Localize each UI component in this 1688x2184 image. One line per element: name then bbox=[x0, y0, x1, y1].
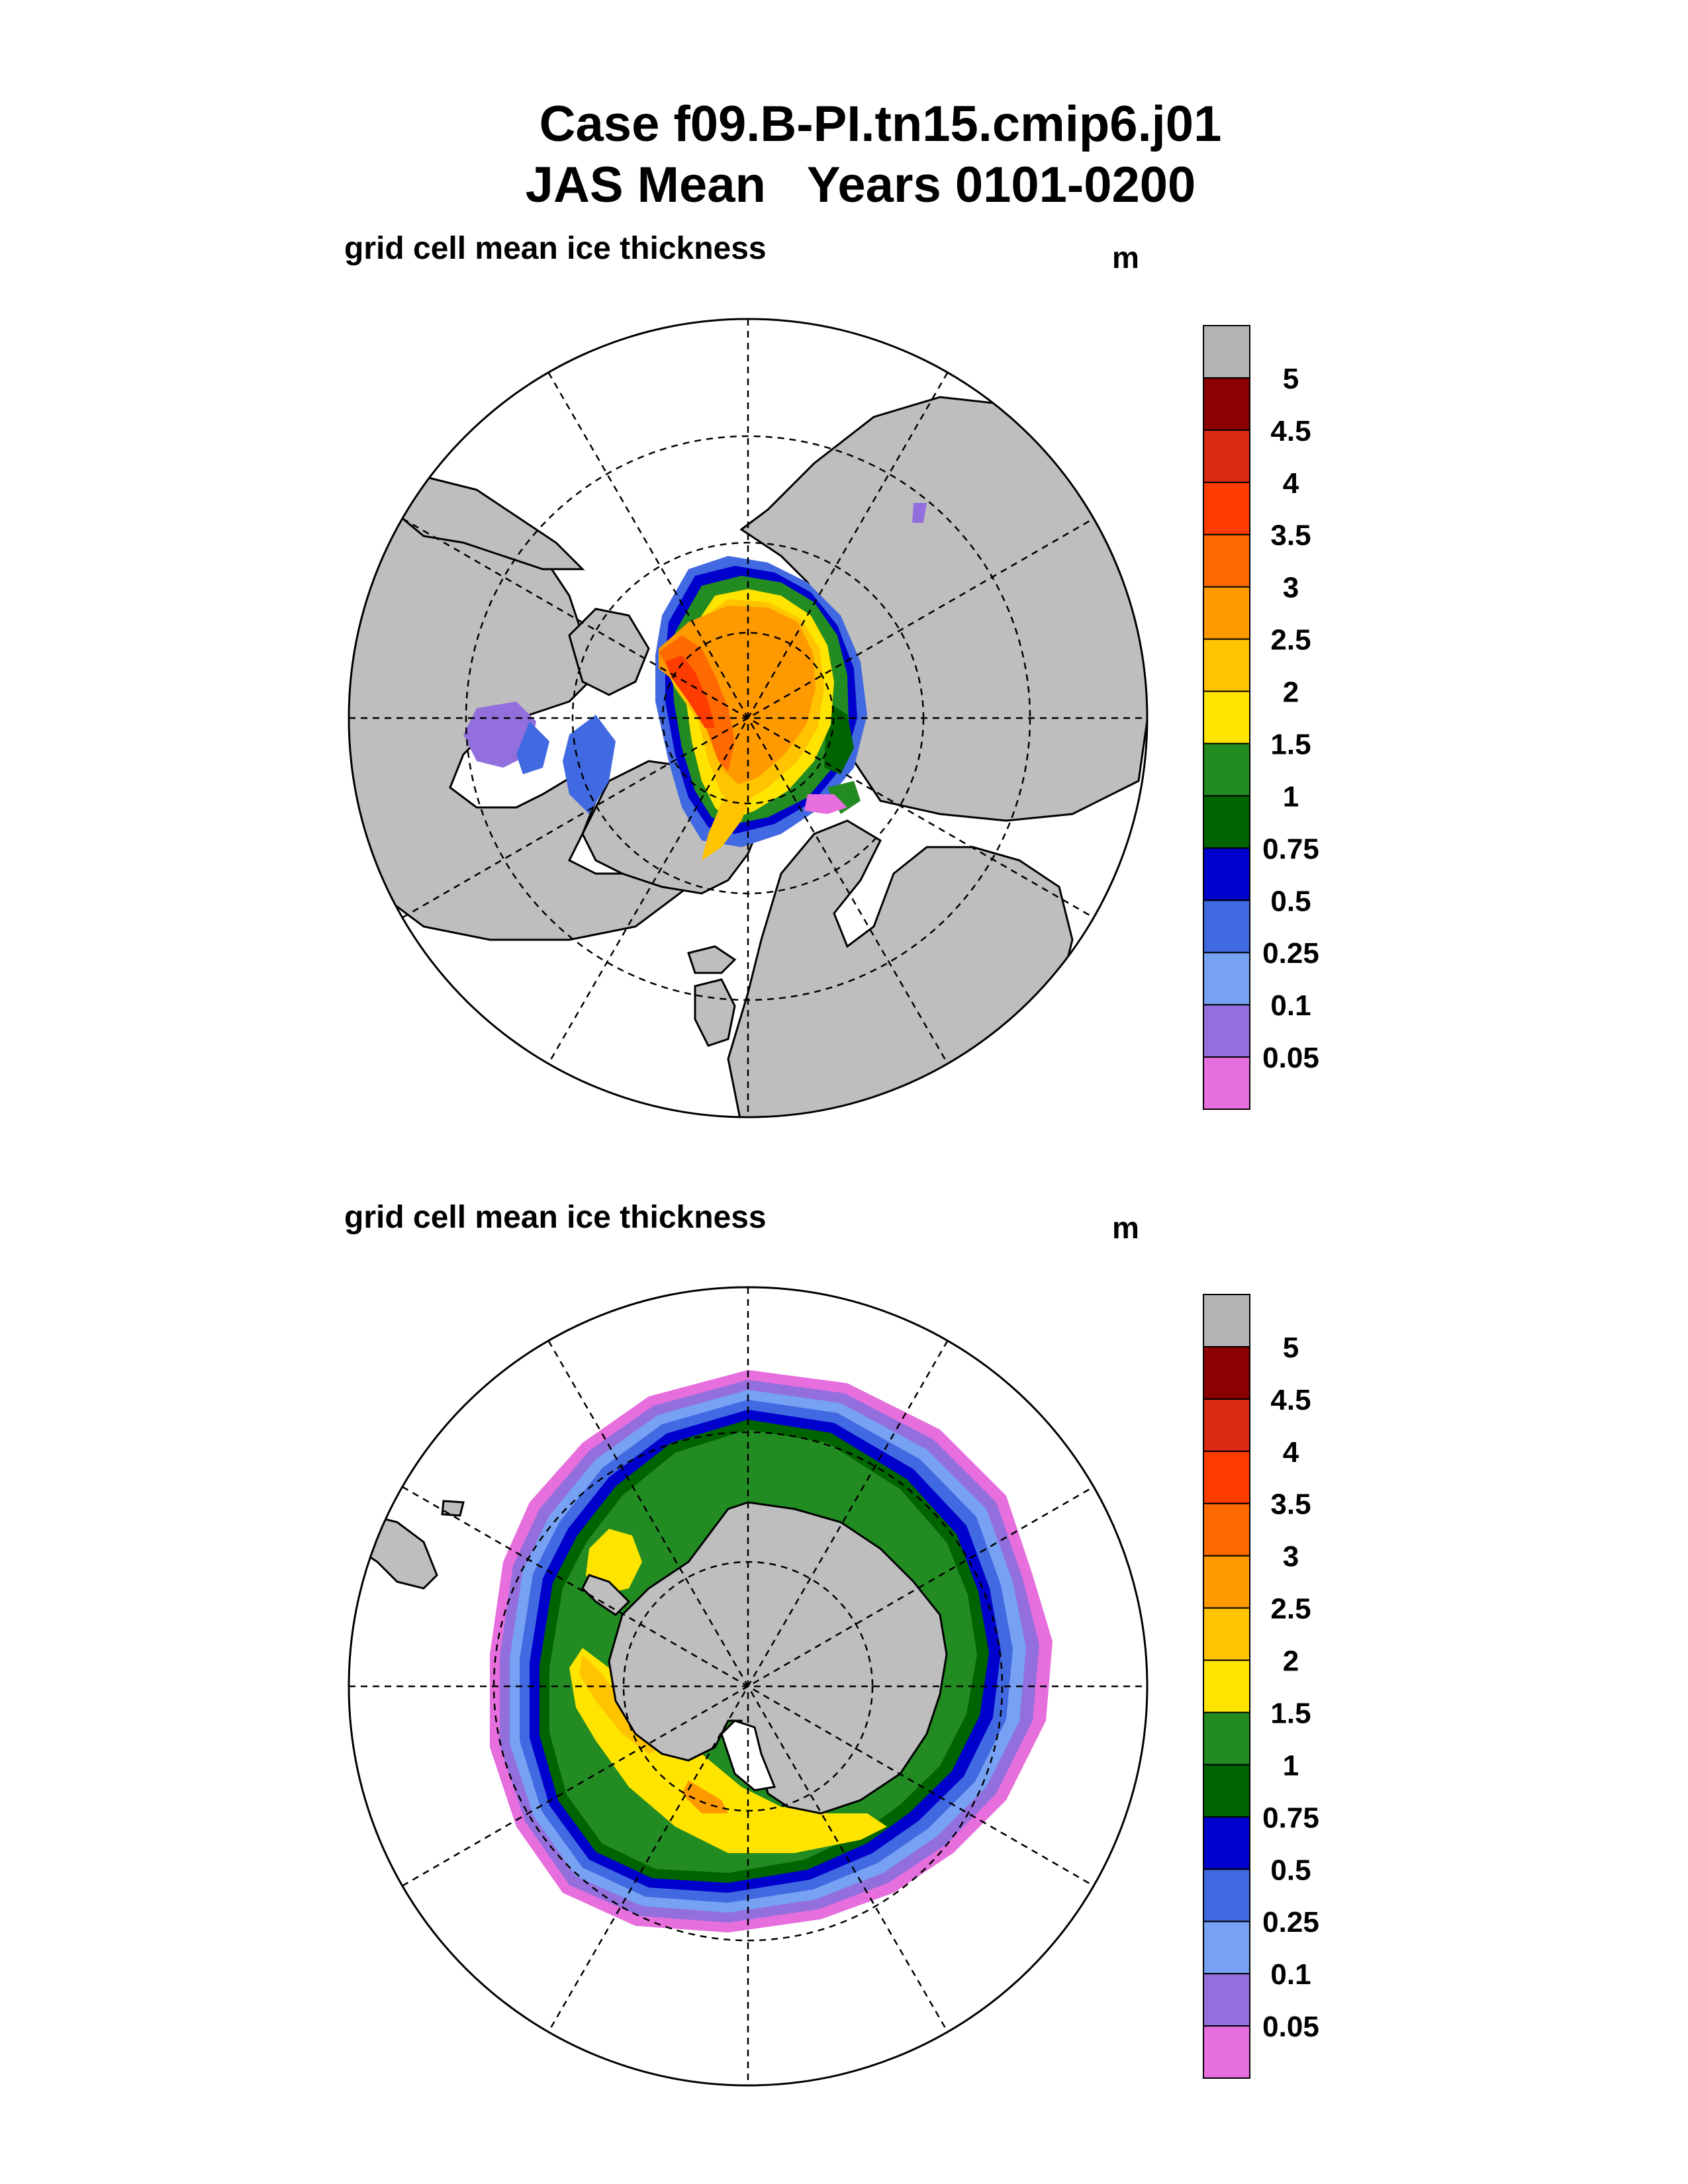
colorbar-south-swatch bbox=[1203, 2025, 1250, 2079]
colorbar-north-tick-label: 3 bbox=[1283, 572, 1299, 604]
north-map-border bbox=[348, 318, 1149, 1118]
colorbar-south-swatch bbox=[1203, 1973, 1250, 2027]
colorbar-north-swatch bbox=[1203, 429, 1250, 483]
colorbar-south-tick-label: 2.5 bbox=[1270, 1593, 1311, 1625]
ice-east-greenland bbox=[702, 788, 755, 860]
colorbar-south-swatch bbox=[1203, 1868, 1250, 1923]
ice-arctic-red bbox=[665, 655, 715, 728]
north-land-iceland bbox=[687, 945, 737, 974]
colorbar-north-tick-label: 0.25 bbox=[1262, 937, 1319, 970]
colorbar-north: 0.05 0.1 0.25 0.5 0.75 1 1.5 2 2.5 3 3.5 4 4.5 5 bbox=[1203, 325, 1319, 1110]
colorbar-north-tick-label: 3.5 bbox=[1270, 520, 1311, 552]
north-land-alaska bbox=[382, 475, 585, 570]
colorbar-south-tick-label: 0.05 bbox=[1262, 2011, 1319, 2043]
south-graticule bbox=[349, 1287, 1147, 2085]
colorbar-south-tick-label: 3 bbox=[1283, 1541, 1299, 1573]
colorbar-north-tick-label: 4.5 bbox=[1270, 415, 1311, 447]
colorbar-south-swatch bbox=[1203, 1607, 1250, 1661]
panel-title-north: grid cell mean ice thickness bbox=[344, 231, 767, 266]
colorbar-north-tick-label: 4 bbox=[1283, 467, 1299, 500]
colorbar-north-tick-label: 5 bbox=[1283, 363, 1299, 395]
north-land-uk bbox=[694, 978, 736, 1047]
colorbar-north-swatch bbox=[1203, 1004, 1250, 1058]
colorbar-north-tick-label: 2.5 bbox=[1270, 624, 1311, 657]
colorbar-south-tick-label: 0.5 bbox=[1270, 1854, 1311, 1886]
colorbar-north-tick-label: 2 bbox=[1283, 676, 1299, 709]
title-line-1: Case f09.B-PI.tn15.cmip6.j01 bbox=[539, 96, 1222, 152]
south-land-antarctic-peninsula bbox=[581, 1574, 631, 1616]
colorbar-south-tick-label: 1 bbox=[1283, 1749, 1299, 1782]
colorbar-south-swatch bbox=[1203, 1555, 1250, 1609]
south-map-border bbox=[348, 1286, 1149, 2087]
colorbar-north-swatch bbox=[1203, 847, 1250, 901]
colorbar-south-tick-label: 5 bbox=[1283, 1332, 1299, 1364]
north-graticule bbox=[349, 319, 1147, 1117]
panel-title-south: grid cell mean ice thickness bbox=[344, 1200, 767, 1235]
colorbar-north-swatch bbox=[1203, 743, 1250, 797]
colorbar-south-tick-label: 4 bbox=[1283, 1436, 1299, 1469]
colorbar-north-tick-label: 1.5 bbox=[1270, 728, 1311, 760]
south-land-falklands bbox=[441, 1500, 465, 1517]
colorbar-south-tick-label: 3.5 bbox=[1270, 1488, 1311, 1521]
colorbar-south-tick-label: 2 bbox=[1283, 1645, 1299, 1678]
colorbar-north-tick-label: 1 bbox=[1283, 780, 1299, 813]
ice-hudson-bay-edge bbox=[516, 721, 549, 774]
colorbar-south-swatch bbox=[1203, 1450, 1250, 1504]
colorbar-south: 0.05 0.1 0.25 0.5 0.75 1 1.5 2 2.5 3 3.5 4 4.5 5 bbox=[1203, 1294, 1319, 2079]
colorbar-north-swatch bbox=[1203, 586, 1250, 640]
north-sea-ice bbox=[463, 503, 927, 860]
colorbar-north-swatch bbox=[1203, 325, 1250, 379]
north-polar-map bbox=[348, 318, 1149, 1118]
colorbar-south-swatch bbox=[1203, 1502, 1250, 1557]
colorbar-north-tick-label: 0.1 bbox=[1270, 989, 1311, 1022]
colorbar-north-swatch bbox=[1203, 952, 1250, 1006]
units-label-north: m bbox=[1112, 240, 1139, 275]
colorbar-south-swatch bbox=[1203, 1294, 1250, 1347]
colorbar-south-tick-label: 0.75 bbox=[1262, 1801, 1319, 1834]
colorbar-south-swatch bbox=[1203, 1764, 1250, 1818]
colorbar-south-swatch bbox=[1203, 1659, 1250, 1713]
colorbar-south-swatch bbox=[1203, 1816, 1250, 1870]
colorbar-south-swatch bbox=[1203, 1711, 1250, 1766]
colorbar-north-tick-label: 0.05 bbox=[1262, 1042, 1319, 1074]
colorbar-north-tick-label: 0.75 bbox=[1262, 833, 1319, 865]
colorbar-south-tick-label: 0.25 bbox=[1262, 1906, 1319, 1938]
colorbar-south-swatch bbox=[1203, 1398, 1250, 1452]
south-polar-map bbox=[348, 1286, 1149, 2087]
colorbar-north-swatch bbox=[1203, 377, 1250, 431]
colorbar-north-swatch bbox=[1203, 1056, 1250, 1110]
north-land-archipelago bbox=[568, 608, 650, 696]
ice-barents-dark-green bbox=[824, 702, 854, 774]
colorbar-north-swatch bbox=[1203, 690, 1250, 745]
colorbar-south-swatch bbox=[1203, 1921, 1250, 1975]
colorbar-north-swatch bbox=[1203, 481, 1250, 535]
colorbar-north-swatch bbox=[1203, 533, 1250, 588]
units-label-south: m bbox=[1112, 1210, 1139, 1245]
colorbar-south-tick-label: 4.5 bbox=[1270, 1384, 1311, 1416]
ice-kara-green bbox=[827, 781, 861, 814]
colorbar-north-swatch bbox=[1203, 638, 1250, 692]
colorbar-north-swatch bbox=[1203, 899, 1250, 954]
ice-weddell-orange bbox=[682, 1780, 728, 1813]
colorbar-north-tick-label: 0.5 bbox=[1270, 885, 1311, 917]
ice-baffin-bay bbox=[563, 715, 616, 814]
colorbar-south-tick-label: 1.5 bbox=[1270, 1697, 1311, 1729]
title-line-2: JAS Mean Years 0101-0200 bbox=[525, 157, 1196, 213]
colorbar-south-tick-label: 0.1 bbox=[1270, 1958, 1311, 1991]
ice-okhotsk bbox=[912, 503, 927, 523]
colorbar-north-swatch bbox=[1203, 795, 1250, 849]
ice-kara-pink bbox=[804, 794, 847, 814]
colorbar-south-swatch bbox=[1203, 1345, 1250, 1400]
ice-weddell-yellow bbox=[569, 1648, 887, 1853]
